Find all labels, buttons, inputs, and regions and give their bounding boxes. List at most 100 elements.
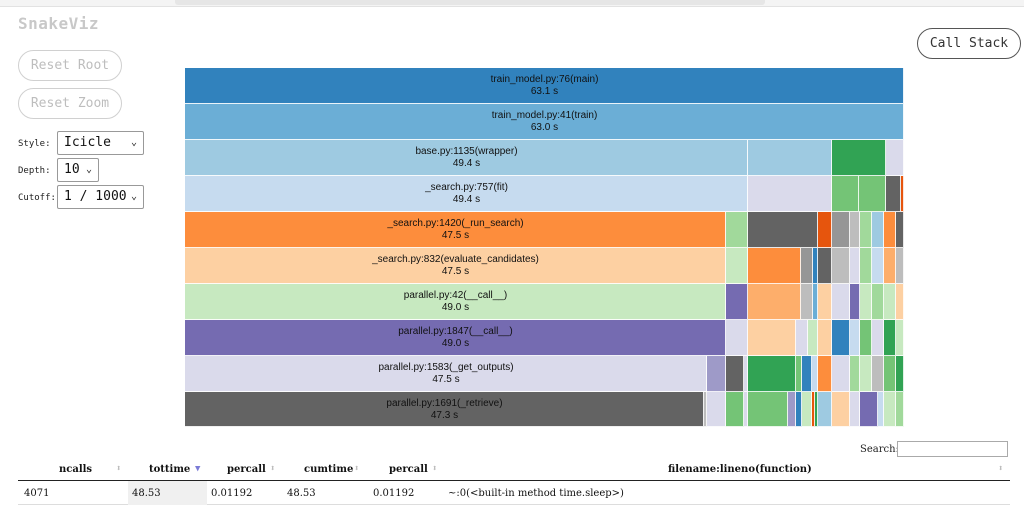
icicle-frame[interactable]: train_model.py:41(train) 63.0 s [185,104,904,140]
depth-select[interactable]: 10 ⌄ [57,158,99,182]
icicle-subframe[interactable] [878,392,884,427]
sort-icon[interactable]: ⬍ [116,464,122,474]
icicle-subframe[interactable] [818,320,832,356]
icicle-subframe[interactable] [872,212,884,248]
icicle-subframe[interactable] [726,356,744,392]
icicle-frame[interactable]: _search.py:1420(_run_search) 47.5 s [185,212,726,248]
sort-icon[interactable]: ⬍ [270,464,276,474]
icicle-subframe[interactable] [818,248,832,284]
icicle-subframe[interactable] [818,284,832,320]
icicle-subframe[interactable] [726,248,748,284]
icicle-subframe[interactable] [796,392,802,427]
icicle-subframe[interactable] [850,356,860,392]
icicle-subframe[interactable] [860,284,872,320]
icicle-subframe[interactable] [748,320,796,356]
icicle-subframe[interactable] [850,392,860,427]
icicle-subframe[interactable] [860,392,878,427]
icicle-subframe[interactable] [896,356,904,392]
sort-icon[interactable]: ⬍ [432,464,438,474]
icicle-frame[interactable]: parallel.py:1847(__call__) 49.0 s [185,320,726,356]
icicle-subframe[interactable] [818,356,832,392]
icicle-subframe[interactable] [801,284,813,320]
icicle-subframe[interactable] [813,248,818,284]
search-input[interactable] [897,441,1008,457]
icicle-subframe[interactable] [832,212,850,248]
column-header-cumtime[interactable]: cumtime [304,464,354,475]
icicle-subframe[interactable] [884,212,896,248]
icicle-subframe[interactable] [886,140,904,176]
icicle-subframe[interactable] [884,284,896,320]
icicle-subframe[interactable] [896,392,904,427]
icicle-subframe[interactable] [726,320,748,356]
icicle-subframe[interactable] [707,392,726,427]
icicle-subframe[interactable] [748,212,818,248]
icicle-subframe[interactable] [832,392,850,427]
icicle-subframe[interactable] [850,248,860,284]
icicle-frame[interactable]: parallel.py:42(__call__) 49.0 s [185,284,726,320]
icicle-subframe[interactable] [815,392,818,427]
icicle-frame[interactable]: _search.py:757(fit) 49.4 s [185,176,748,212]
icicle-chart[interactable]: train_model.py:76(main) 63.1 s train_mod… [185,68,904,427]
table-row[interactable]: 4071 48.53 0.01192 48.53 0.01192 ~:0(<bu… [18,481,1010,505]
icicle-subframe[interactable] [788,392,796,427]
cutoff-select[interactable]: 1 / 1000 ⌄ [57,185,144,209]
icicle-subframe[interactable] [744,392,748,427]
icicle-subframe[interactable] [901,176,904,212]
icicle-subframe[interactable] [818,392,832,427]
icicle-frame[interactable]: parallel.py:1691(_retrieve) 47.3 s [185,392,704,427]
icicle-subframe[interactable] [850,212,860,248]
icicle-subframe[interactable] [860,320,872,356]
icicle-subframe[interactable] [748,284,801,320]
icicle-subframe[interactable] [832,320,850,356]
icicle-subframe[interactable] [704,392,707,427]
icicle-subframe[interactable] [832,176,859,212]
icicle-subframe[interactable] [796,356,802,392]
icicle-subframe[interactable] [707,356,726,392]
style-select[interactable]: Icicle ⌄ [57,131,144,155]
icicle-subframe[interactable] [832,140,886,176]
column-header-percall[interactable]: percall [227,464,266,475]
icicle-subframe[interactable] [884,248,896,284]
icicle-subframe[interactable] [812,356,818,392]
icicle-subframe[interactable] [748,140,832,176]
column-header-filename[interactable]: filename:lineno(function) [668,464,812,475]
icicle-subframe[interactable] [808,320,818,356]
reset-zoom-button[interactable]: Reset Zoom [18,88,122,119]
icicle-subframe[interactable] [796,320,808,356]
call-stack-button[interactable]: Call Stack [917,28,1021,59]
icicle-subframe[interactable] [884,392,896,427]
icicle-subframe[interactable] [872,284,884,320]
icicle-subframe[interactable] [850,320,860,356]
icicle-subframe[interactable] [748,392,788,427]
sort-desc-icon[interactable]: ▼ [195,464,201,474]
icicle-frame[interactable]: parallel.py:1583(_get_outputs) 47.5 s [185,356,707,392]
icicle-subframe[interactable] [850,284,860,320]
icicle-subframe[interactable] [884,320,896,356]
column-header-ncalls[interactable]: ncalls [59,464,93,475]
icicle-subframe[interactable] [802,356,812,392]
sort-icon[interactable]: ⬍ [998,464,1004,474]
icicle-subframe[interactable] [726,284,748,320]
sort-icon[interactable]: ⬍ [354,464,360,474]
icicle-subframe[interactable] [896,320,904,356]
icicle-subframe[interactable] [860,248,872,284]
column-header-tottime[interactable]: tottime [149,464,191,475]
icicle-subframe[interactable] [726,212,748,248]
icicle-subframe[interactable] [748,356,796,392]
icicle-subframe[interactable] [896,284,904,320]
icicle-subframe[interactable] [886,176,901,212]
icicle-subframe[interactable] [818,212,832,248]
icicle-subframe[interactable] [832,248,850,284]
icicle-subframe[interactable] [872,248,884,284]
icicle-subframe[interactable] [896,248,904,284]
icicle-subframe[interactable] [802,392,812,427]
icicle-subframe[interactable] [748,248,801,284]
icicle-frame[interactable]: _search.py:832(evaluate_candidates) 47.5… [185,248,726,284]
icicle-frame[interactable]: train_model.py:76(main) 63.1 s [185,68,904,104]
icicle-subframe[interactable] [813,284,818,320]
icicle-subframe[interactable] [748,176,832,212]
icicle-subframe[interactable] [812,392,815,427]
icicle-subframe[interactable] [801,248,813,284]
icicle-subframe[interactable] [859,176,886,212]
icicle-subframe[interactable] [884,356,896,392]
